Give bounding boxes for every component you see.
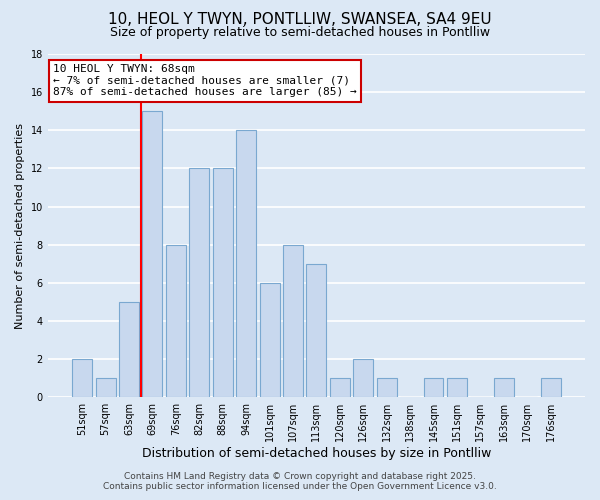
Bar: [166, 244, 186, 397]
Y-axis label: Number of semi-detached properties: Number of semi-detached properties: [15, 122, 25, 328]
Bar: [541, 378, 560, 397]
Bar: [307, 264, 326, 397]
Bar: [377, 378, 397, 397]
Bar: [213, 168, 233, 397]
Bar: [494, 378, 514, 397]
Bar: [142, 111, 163, 397]
Bar: [353, 359, 373, 397]
Bar: [447, 378, 467, 397]
Bar: [283, 244, 303, 397]
Bar: [260, 283, 280, 397]
Bar: [119, 302, 139, 397]
Text: Contains HM Land Registry data © Crown copyright and database right 2025.
Contai: Contains HM Land Registry data © Crown c…: [103, 472, 497, 491]
X-axis label: Distribution of semi-detached houses by size in Pontlliw: Distribution of semi-detached houses by …: [142, 447, 491, 460]
Bar: [424, 378, 443, 397]
Bar: [330, 378, 350, 397]
Bar: [95, 378, 116, 397]
Bar: [72, 359, 92, 397]
Text: 10 HEOL Y TWYN: 68sqm
← 7% of semi-detached houses are smaller (7)
87% of semi-d: 10 HEOL Y TWYN: 68sqm ← 7% of semi-detac…: [53, 64, 357, 98]
Text: 10, HEOL Y TWYN, PONTLLIW, SWANSEA, SA4 9EU: 10, HEOL Y TWYN, PONTLLIW, SWANSEA, SA4 …: [108, 12, 492, 28]
Bar: [236, 130, 256, 397]
Bar: [190, 168, 209, 397]
Text: Size of property relative to semi-detached houses in Pontlliw: Size of property relative to semi-detach…: [110, 26, 490, 39]
